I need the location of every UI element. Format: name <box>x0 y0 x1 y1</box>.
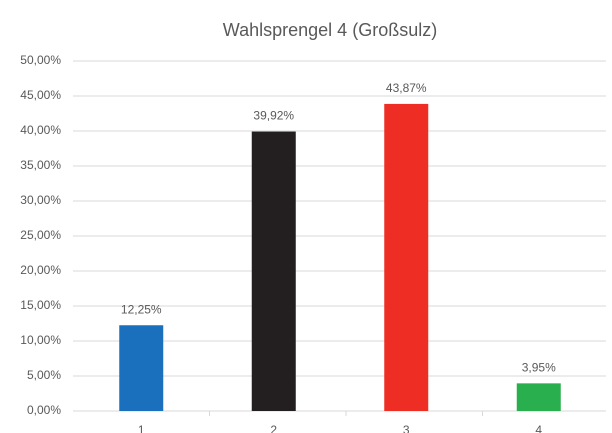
y-tick-label: 45,00% <box>20 88 61 102</box>
bar <box>516 383 561 411</box>
y-tick-label: 30,00% <box>20 193 61 207</box>
bar <box>251 131 296 411</box>
data-label: 12,25% <box>121 302 162 316</box>
y-tick-label: 5,00% <box>27 368 61 382</box>
bar <box>119 325 164 411</box>
y-tick-label: 0,00% <box>27 403 61 417</box>
chart-title: Wahlsprengel 4 (Großsulz) <box>223 20 437 40</box>
x-tick-label: 4 <box>535 423 542 433</box>
y-tick-label: 35,00% <box>20 158 61 172</box>
y-tick-label: 10,00% <box>20 333 61 347</box>
data-label: 39,92% <box>253 109 294 123</box>
x-tick-label: 2 <box>270 423 277 433</box>
y-tick-label: 15,00% <box>20 298 61 312</box>
x-tick-label: 1 <box>138 423 145 433</box>
y-tick-label: 50,00% <box>20 53 61 67</box>
data-label: 43,87% <box>386 81 427 95</box>
y-tick-label: 40,00% <box>20 123 61 137</box>
bar <box>384 103 429 411</box>
y-tick-label: 25,00% <box>20 228 61 242</box>
data-label: 3,95% <box>522 361 556 375</box>
x-tick-label: 3 <box>403 423 410 433</box>
y-tick-label: 20,00% <box>20 263 61 277</box>
